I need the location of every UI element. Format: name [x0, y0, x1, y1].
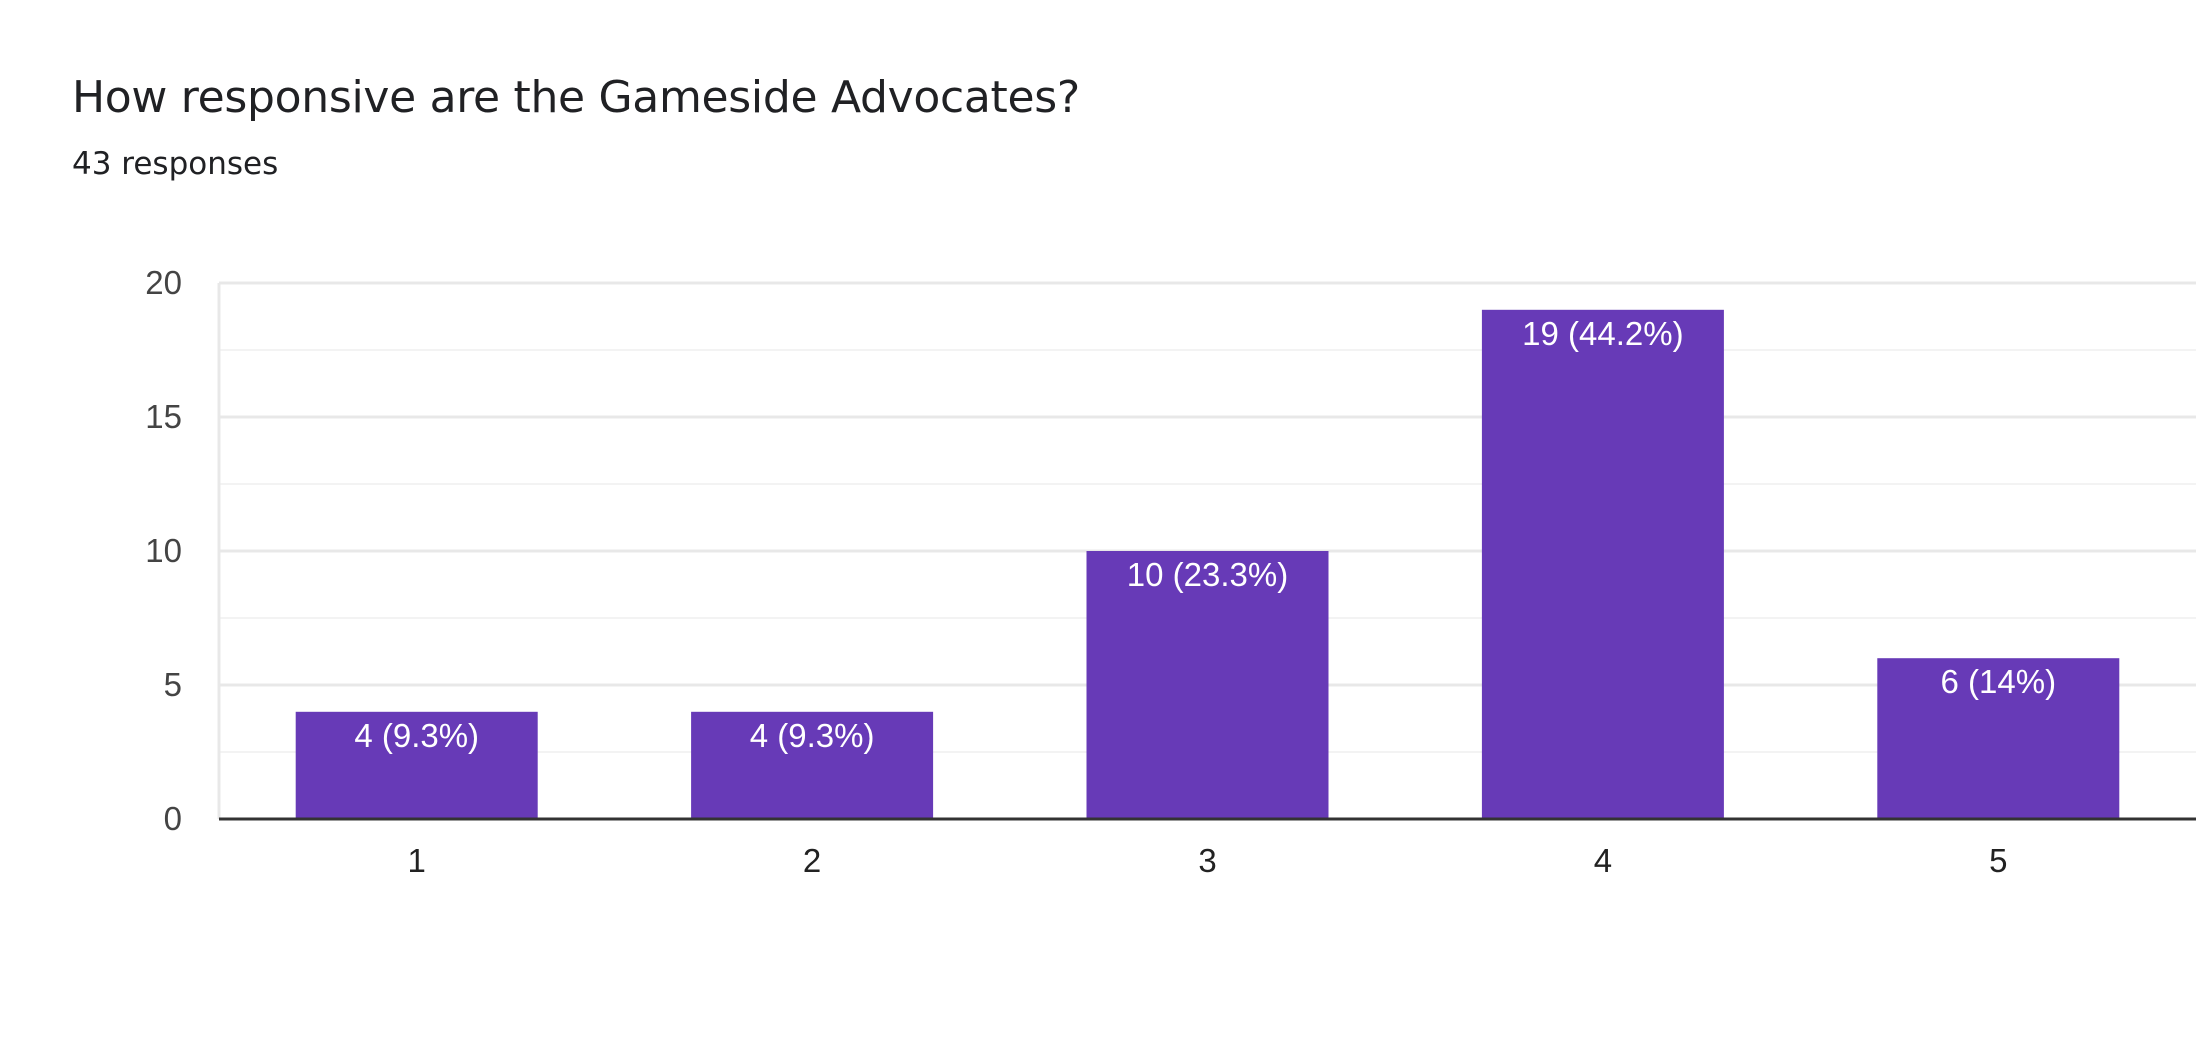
y-tick-label: 15: [145, 398, 182, 435]
y-tick-label: 20: [145, 264, 182, 301]
bar-data-label: 4 (9.3%): [354, 717, 479, 754]
bar: [1086, 551, 1329, 819]
x-tick-label: 4: [1594, 842, 1612, 879]
bar: [295, 711, 538, 819]
x-tick-label: 1: [408, 842, 426, 879]
x-tick-label: 3: [1198, 842, 1216, 879]
y-tick-label: 0: [164, 800, 182, 837]
x-tick-label: 5: [1989, 842, 2007, 879]
y-tick-label: 10: [145, 532, 182, 569]
x-tick-label: 2: [803, 842, 821, 879]
bar-data-label: 10 (23.3%): [1127, 556, 1288, 593]
bar: [1877, 658, 2120, 819]
bar: [1481, 309, 1724, 819]
bar-data-label: 4 (9.3%): [750, 717, 875, 754]
bar: [691, 711, 934, 819]
question-title: How responsive are the Gameside Advocate…: [72, 72, 1080, 123]
bar-data-label: 19 (44.2%): [1522, 315, 1683, 352]
response-count: 43 responses: [72, 146, 279, 182]
y-tick-label: 5: [164, 666, 182, 703]
bar-data-label: 6 (14%): [1941, 663, 2057, 700]
